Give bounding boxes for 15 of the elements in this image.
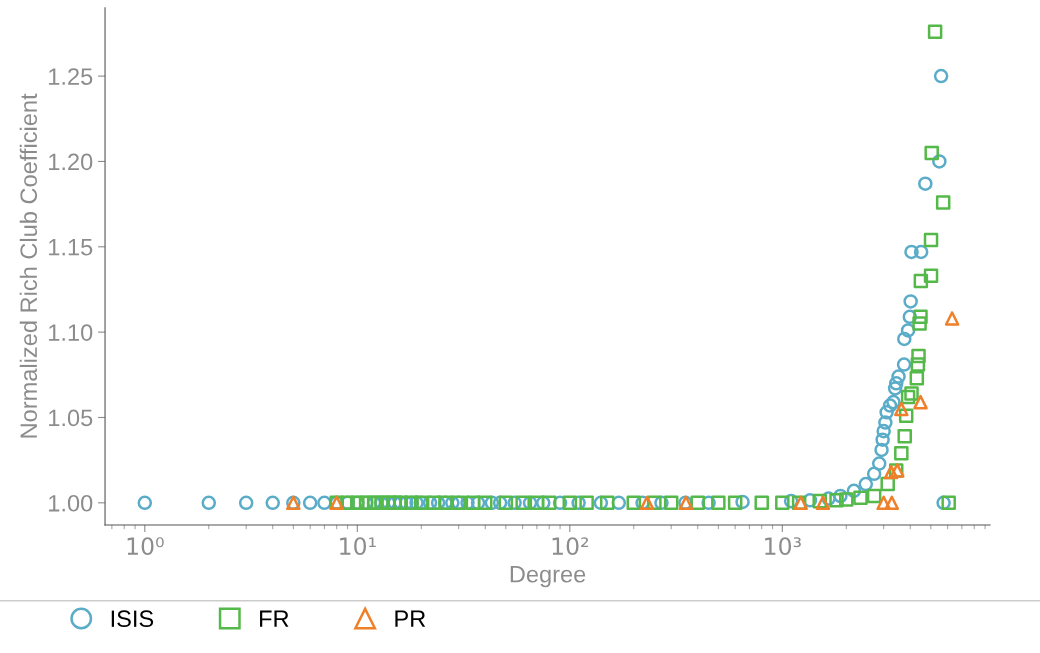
y-axis-title: Normalized Rich Club Coefficient xyxy=(19,93,38,438)
y-tick-label: 1.00 xyxy=(49,494,93,512)
x-axis-title: Degree xyxy=(510,566,586,588)
x-tick-label: 10⁰ xyxy=(127,537,164,556)
x-tick-label: 10² xyxy=(552,537,589,556)
legend-label: FR xyxy=(260,610,289,627)
y-tick-label: 1.25 xyxy=(49,68,93,85)
x-tick-label: 10¹ xyxy=(340,537,376,556)
y-tick-label: 1.20 xyxy=(49,153,93,171)
y-tick-label: 1.10 xyxy=(49,324,93,341)
legend-label: PR xyxy=(395,610,426,627)
legend-label: ISIS xyxy=(111,610,154,628)
x-tick-label: 10³ xyxy=(765,537,801,556)
y-tick-label: 1.05 xyxy=(49,409,93,427)
y-tick-label: 1.15 xyxy=(49,239,93,256)
